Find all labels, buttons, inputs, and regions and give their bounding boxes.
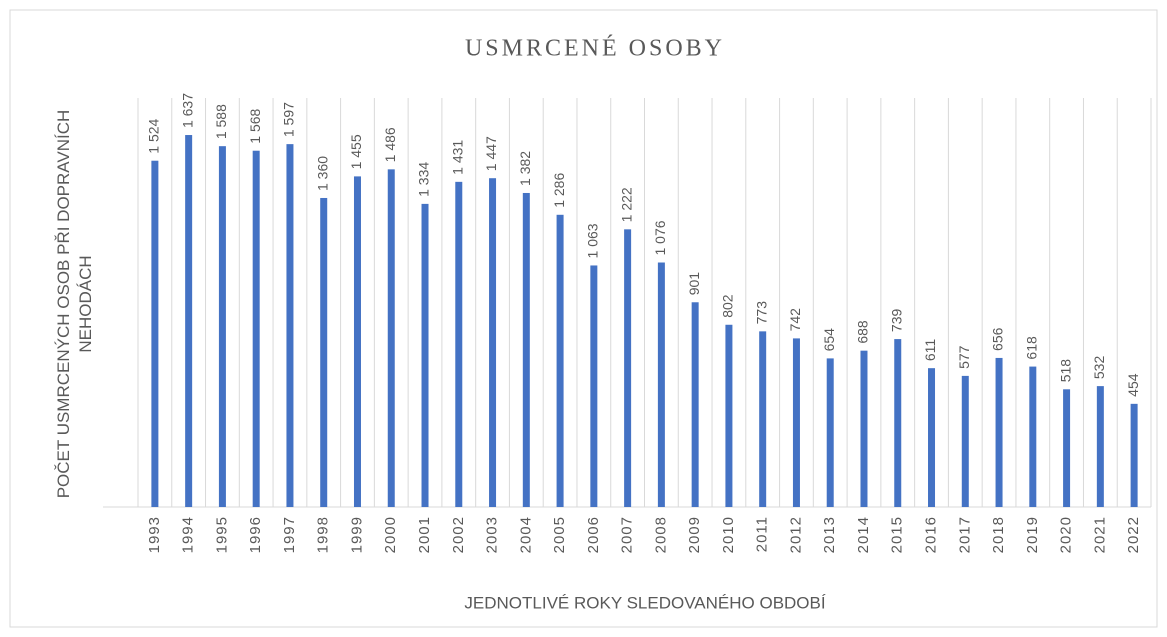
x-tick-label: 2004 (517, 516, 534, 553)
bar (691, 302, 699, 507)
data-label: 1 588 (213, 104, 229, 139)
data-label: 654 (821, 328, 837, 352)
x-tick-label: 2014 (855, 516, 872, 553)
x-tick-label: 1998 (315, 516, 332, 553)
data-label: 1 455 (348, 134, 364, 169)
x-tick-label: 2005 (551, 516, 568, 553)
x-tick-label: 2011 (754, 516, 771, 552)
bar (252, 150, 260, 507)
data-label: 1 063 (585, 223, 601, 258)
bar (624, 229, 632, 507)
x-tick-label: 2003 (484, 516, 501, 553)
x-tick-label: 2008 (652, 516, 669, 553)
bar (1029, 366, 1037, 507)
data-label: 688 (855, 320, 871, 344)
x-tick-label: 2006 (585, 516, 602, 553)
bar (826, 358, 834, 507)
bar (961, 375, 969, 507)
bar (218, 146, 226, 507)
x-tick-label: 2022 (1125, 516, 1142, 553)
bar (995, 357, 1003, 507)
data-label: 454 (1125, 373, 1141, 397)
x-tick-label: 2015 (889, 516, 906, 553)
x-axis-label: JEDNOTLIVÉ ROKY SLEDOVANÉHO OBDOBÍ (464, 593, 825, 612)
y-axis-label: POČET USMRCENÝCH OSOB PŘI DOPRAVNÍCH NEH… (54, 109, 95, 499)
x-tick-label: 1999 (348, 516, 365, 553)
x-tick-label: 2018 (990, 516, 1007, 553)
data-label: 577 (956, 345, 972, 369)
data-label: 1 360 (314, 156, 330, 191)
bar (759, 331, 767, 507)
x-tick-label: 1993 (146, 516, 163, 553)
bar (421, 203, 429, 507)
data-label: 1 382 (517, 151, 533, 186)
data-label: 618 (1024, 336, 1040, 360)
x-tick-label: 1997 (281, 516, 298, 553)
data-label: 611 (922, 339, 938, 362)
x-tick-label: 2010 (720, 516, 737, 553)
bar (792, 338, 800, 507)
data-label: 1 486 (382, 127, 398, 162)
data-label: 802 (720, 294, 736, 318)
x-tick-label: 2017 (956, 516, 973, 553)
bar (387, 169, 395, 507)
bar (860, 350, 868, 507)
x-tick-label: 2000 (382, 516, 399, 553)
x-tick-label: 2009 (686, 516, 703, 553)
x-tick-label: 2012 (787, 516, 804, 553)
bar (455, 181, 463, 507)
x-tick-label: 1994 (180, 516, 197, 553)
data-label: 1 076 (652, 220, 668, 255)
x-tick-label: 2019 (1024, 516, 1041, 553)
x-tick-label: 1995 (213, 516, 230, 553)
bar (1096, 386, 1104, 507)
data-label: 742 (787, 308, 803, 332)
bar (320, 197, 328, 507)
x-tick-label: 2021 (1091, 516, 1108, 553)
x-tick-label: 2007 (619, 516, 636, 553)
data-label: 901 (686, 272, 702, 296)
x-tick-label: 1996 (247, 516, 264, 553)
data-label: 518 (1057, 359, 1073, 383)
data-label: 1 568 (247, 108, 263, 143)
data-label: 532 (1091, 356, 1107, 380)
x-tick-label: 2013 (821, 516, 838, 553)
x-tick-label: 2002 (450, 516, 467, 553)
bar (185, 135, 193, 507)
x-tick-label: 2001 (416, 516, 433, 553)
x-tick-label: 2020 (1058, 516, 1075, 553)
bar (489, 178, 497, 507)
bar (657, 262, 665, 507)
data-label: 1 431 (449, 140, 465, 175)
data-label: 1 597 (281, 102, 297, 137)
bar (894, 339, 902, 507)
bar (1130, 403, 1138, 507)
x-tick-label: 2016 (922, 516, 939, 553)
chart-title: USMRCENÉ OSOBY (465, 36, 725, 62)
bar (1063, 389, 1071, 507)
data-label: 1 286 (551, 173, 567, 208)
chart-border (9, 9, 1158, 628)
bar (590, 265, 598, 507)
bar (725, 324, 733, 507)
data-label: 1 524 (146, 118, 162, 153)
bar (556, 214, 564, 507)
data-label: 773 (753, 301, 769, 325)
bar (353, 176, 361, 507)
data-label: 739 (888, 309, 904, 333)
bar (151, 160, 159, 508)
data-label: 1 222 (618, 187, 634, 222)
data-label: 1 637 (179, 93, 195, 128)
bar (286, 144, 294, 508)
data-label: 1 447 (483, 136, 499, 171)
data-label: 656 (990, 327, 1006, 351)
data-label: 1 334 (416, 162, 432, 197)
bar (522, 192, 530, 507)
bar (928, 368, 936, 507)
